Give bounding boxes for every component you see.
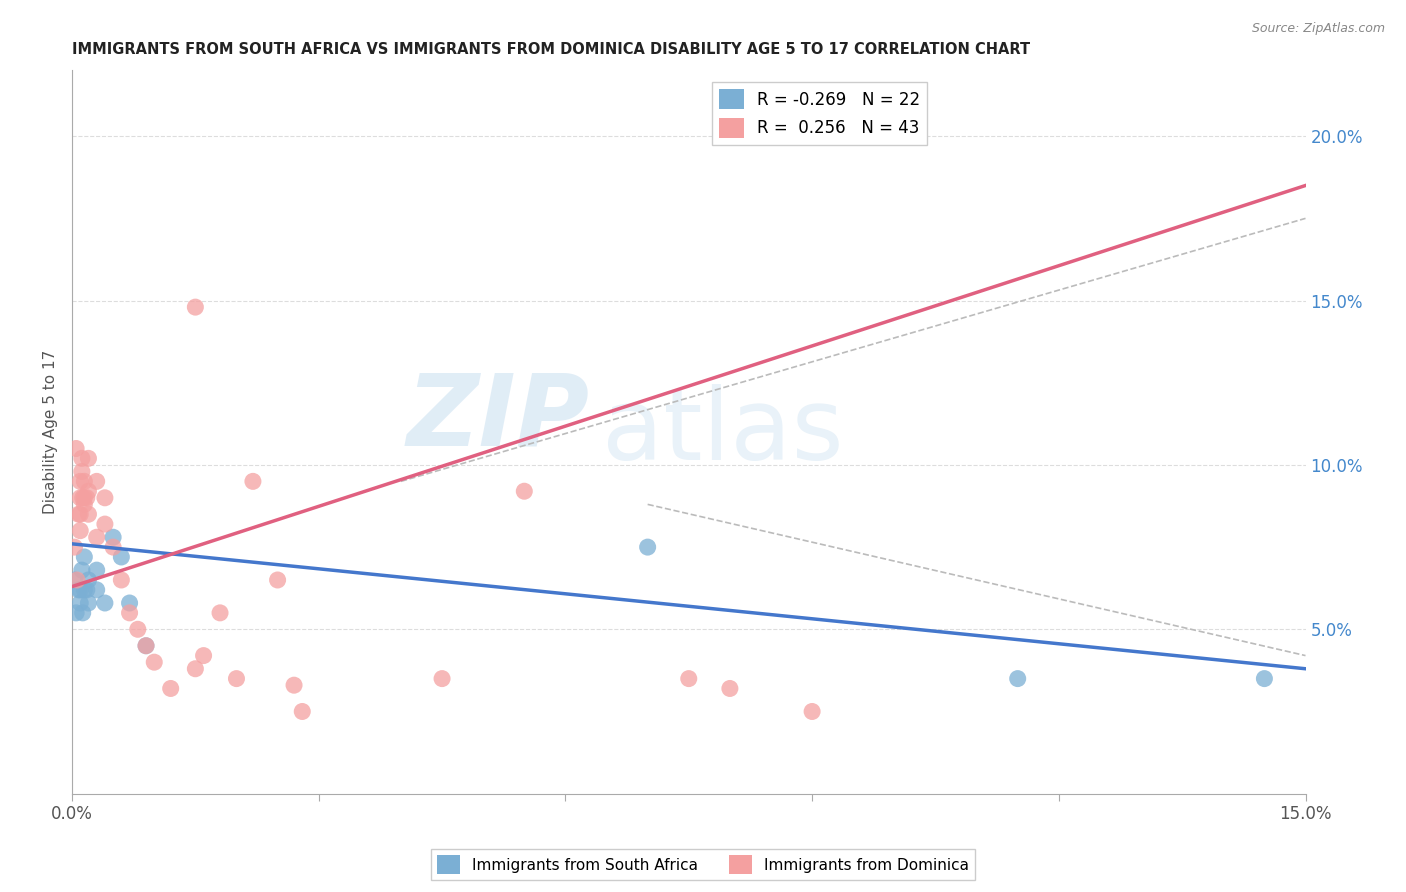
Point	[66, 573, 89, 587]
Point	[94, 491, 117, 505]
Point	[266, 573, 288, 587]
Point	[283, 678, 305, 692]
Point	[291, 705, 314, 719]
Point	[678, 672, 700, 686]
Point	[67, 507, 90, 521]
Point	[69, 507, 91, 521]
Point	[63, 573, 86, 587]
Point	[86, 563, 108, 577]
Point	[70, 451, 93, 466]
Point	[69, 475, 91, 489]
Point	[65, 442, 87, 456]
Point	[73, 582, 96, 597]
Point	[143, 655, 166, 669]
Point	[76, 491, 98, 505]
Legend: Immigrants from South Africa, Immigrants from Dominica: Immigrants from South Africa, Immigrants…	[432, 849, 974, 880]
Point	[430, 672, 453, 686]
Text: IMMIGRANTS FROM SOUTH AFRICA VS IMMIGRANTS FROM DOMINICA DISABILITY AGE 5 TO 17 : IMMIGRANTS FROM SOUTH AFRICA VS IMMIGRAN…	[72, 42, 1031, 57]
Point	[118, 596, 141, 610]
Point	[86, 530, 108, 544]
Point	[73, 497, 96, 511]
Point	[184, 300, 207, 314]
Point	[127, 622, 149, 636]
Text: atlas: atlas	[602, 384, 844, 481]
Point	[1253, 672, 1275, 686]
Point	[77, 596, 100, 610]
Point	[69, 582, 91, 597]
Point	[184, 662, 207, 676]
Point	[513, 484, 536, 499]
Point	[69, 524, 91, 538]
Point	[135, 639, 157, 653]
Point	[77, 573, 100, 587]
Point	[1007, 672, 1029, 686]
Point	[77, 484, 100, 499]
Legend: R = -0.269   N = 22, R =  0.256   N = 43: R = -0.269 N = 22, R = 0.256 N = 43	[713, 82, 927, 145]
Text: Source: ZipAtlas.com: Source: ZipAtlas.com	[1251, 22, 1385, 36]
Point	[77, 507, 100, 521]
Point	[67, 582, 90, 597]
Point	[72, 606, 94, 620]
Point	[65, 606, 87, 620]
Point	[70, 465, 93, 479]
Point	[94, 596, 117, 610]
Point	[101, 540, 124, 554]
Point	[801, 705, 824, 719]
Point	[73, 475, 96, 489]
Point	[159, 681, 181, 696]
Point	[69, 596, 91, 610]
Point	[110, 549, 132, 564]
Point	[135, 639, 157, 653]
Point	[77, 451, 100, 466]
Point	[637, 540, 659, 554]
Point	[73, 491, 96, 505]
Point	[86, 475, 108, 489]
Text: ZIP: ZIP	[408, 369, 591, 467]
Point	[63, 540, 86, 554]
Point	[193, 648, 215, 663]
Y-axis label: Disability Age 5 to 17: Disability Age 5 to 17	[44, 350, 58, 514]
Point	[118, 606, 141, 620]
Point	[208, 606, 231, 620]
Point	[70, 563, 93, 577]
Point	[101, 530, 124, 544]
Point	[76, 582, 98, 597]
Point	[718, 681, 741, 696]
Point	[69, 491, 91, 505]
Point	[72, 491, 94, 505]
Point	[86, 582, 108, 597]
Point	[110, 573, 132, 587]
Point	[94, 517, 117, 532]
Point	[242, 475, 264, 489]
Point	[73, 549, 96, 564]
Point	[225, 672, 247, 686]
